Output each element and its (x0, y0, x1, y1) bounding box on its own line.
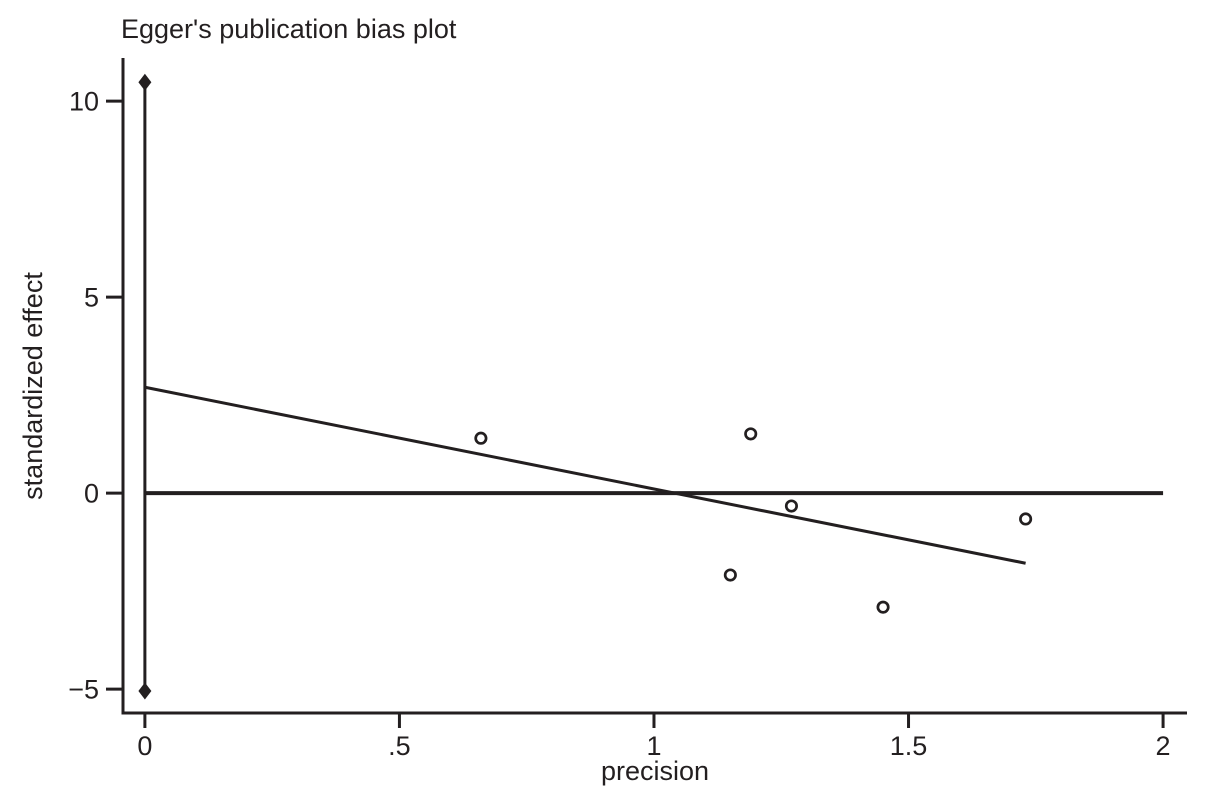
data-point (876, 600, 890, 614)
y-tick-label: −5 (68, 675, 99, 705)
data-point (474, 431, 488, 445)
chart-layer: 10 5 0 −5 0 .5 1 1.5 2 (68, 58, 1187, 761)
x-tick-label: 1 (646, 731, 661, 761)
x-tick-label: 0 (137, 731, 152, 761)
data-point (1019, 512, 1033, 526)
y-axis-label: standardized effect (18, 272, 48, 500)
y-tick-label: 10 (69, 87, 99, 117)
chart-title: Egger's publication bias plot (121, 14, 457, 44)
ci-lower-diamond (138, 682, 152, 700)
x-tick-label: 2 (1156, 731, 1171, 761)
data-point (744, 427, 758, 441)
data-point (723, 568, 737, 582)
x-tick-label: 1.5 (890, 731, 928, 761)
x-axis-label: precision (601, 756, 709, 786)
ci-upper-diamond (138, 73, 152, 91)
y-tick-label: 5 (84, 283, 99, 313)
y-tick-label: 0 (84, 479, 99, 509)
egger-regression-line (144, 385, 1026, 565)
data-point (784, 499, 798, 513)
x-tick-label: .5 (388, 731, 411, 761)
